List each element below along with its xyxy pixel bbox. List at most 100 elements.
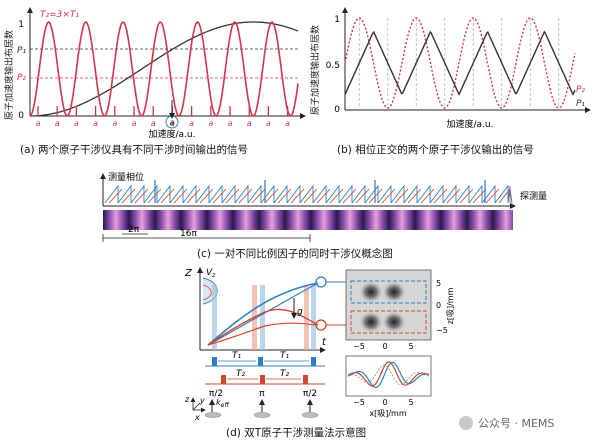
panel-d-endpoint-blue	[315, 276, 327, 288]
panel-d-timing-blue-pulse-3	[311, 357, 316, 366]
panel-d-img-ylabel: z[吸]/mm	[446, 287, 455, 324]
panel-d-pulse-column-5	[311, 285, 316, 350]
panel-a-ylabel: 原子加速度输出布居数	[3, 30, 15, 120]
panel-d-trajectory-blue-lower	[207, 282, 319, 346]
panel-c-long-period-markers	[154, 180, 486, 203]
panel-a-xlabel: 加速度/a.u.	[149, 128, 196, 140]
panel-d-profile-plot	[345, 355, 432, 397]
panel-d-pulse-column-1	[212, 285, 217, 350]
panel-d-img-ytick-5: 5	[436, 279, 441, 288]
panel-d-cloud-1	[359, 281, 383, 303]
panel-d-trajectory-red-upper	[207, 308, 319, 346]
panel-c-sawtooth-blue	[104, 184, 511, 204]
panel-c-16pi-label: 16π	[180, 229, 197, 239]
panel-d-profile-xlabel: x[吸]/mm	[369, 409, 406, 418]
panel-d-t2-label-1: T₂	[236, 369, 245, 379]
panel-a-tick-label: a	[74, 119, 79, 128]
panel-b-p1-label: P₁	[576, 99, 585, 109]
panel-d-t-label: t	[322, 337, 327, 348]
panel-d-trajectory-red-lower	[207, 322, 319, 346]
panel-d-profile-xtick-m5: −5	[353, 398, 365, 407]
panel-d-t1-label-2: T₁	[280, 351, 289, 361]
panel-d-vz-label: Vz	[206, 268, 216, 279]
panel-b-p2-label: P₂	[576, 85, 585, 95]
panel-d-img-xtick-5: 5	[408, 342, 413, 351]
caption-b: (b) 相位正交的两个原子干涉仪输出的信号	[337, 143, 534, 156]
panel-c-phase-label: 测量相位	[108, 171, 144, 183]
panel-d-z-label: Z	[184, 268, 193, 279]
panel-d-cloud-4	[382, 311, 406, 333]
panel-a-tick-label: a	[36, 119, 41, 128]
panel-a-tick-label: a	[93, 119, 98, 128]
panel-a-tick-0: 0	[18, 111, 24, 121]
panel-d-timing-blue-pulse-1	[212, 357, 217, 366]
panel-d-velocity-distribution-red	[202, 284, 212, 301]
panel-d-pulse-label-3: π/2	[303, 389, 317, 399]
panel-d-t2-label-2: T₂	[280, 369, 289, 379]
panel-d-profile-blue	[347, 361, 430, 388]
panel-b-tick-0: 0	[334, 105, 340, 115]
panel-a-tick-label: a	[228, 119, 233, 128]
panel-d-img-ytick-m5: −5	[436, 326, 448, 335]
panel-a-tick-label: a	[151, 119, 156, 128]
panel-b-p2-curve	[344, 17, 576, 109]
panel-d-roi-blue	[350, 280, 427, 304]
panel-d-profile-gray	[348, 364, 430, 386]
panel-a-p1-curve	[30, 21, 299, 117]
panel-a-p2-curve	[29, 20, 299, 118]
panel-d-profile-red	[347, 361, 430, 387]
panel-c: 测量相位 探测量 2π 16π	[100, 171, 547, 242]
panel-d-pulse-label-2: π	[259, 389, 265, 399]
panel-d-g-label: g	[297, 307, 303, 317]
panel-d-mirror-2	[253, 412, 271, 418]
panel-d-profile-xtick-0: 0	[382, 398, 387, 407]
panel-b: 原子加速度输出布居数 1 0.5 0 P₂ P₁ 加速度/a.u.	[309, 7, 591, 130]
panel-d-timing-red-pulse-3	[303, 375, 308, 384]
panel-d-timing-red-pulse-2	[260, 375, 265, 384]
panel-a-tick-1: 1	[18, 20, 24, 30]
panel-d-img-xtick-0: 0	[382, 342, 387, 351]
panel-b-tick-05: 0.5	[326, 61, 340, 71]
panel-d-timing-red-pulse-1	[221, 375, 226, 384]
panel-a: 原子加速度输出布居数 1 0 P₁ P₂ T₂=3×T₁ a a a a a a a a a a a…	[3, 7, 306, 140]
panel-d-frame-y-label: y	[199, 396, 205, 405]
panel-d-img-xtick-m5: −5	[353, 342, 365, 351]
panel-d-pulse-column-3	[260, 285, 265, 350]
panel-d-roi-red	[350, 310, 427, 334]
panel-a-marker-label: a	[170, 118, 175, 127]
panel-a-tick-label: a	[170, 119, 175, 128]
panel-b-tick-1: 1	[334, 15, 340, 25]
caption-c: (c) 一对不同比例因子的同时干涉仪概念图	[197, 247, 393, 260]
panel-a-tick-label: a	[266, 119, 271, 128]
panel-d-timing-blue-pulse-2	[258, 357, 263, 366]
panel-d-frame-z-label: z	[184, 395, 190, 404]
panel-a-tick-label: a	[285, 119, 290, 128]
panel-d-frame-x-label: x	[194, 413, 200, 422]
panel-d-pulse-label-1: π/2	[209, 389, 223, 399]
panel-c-2pi-label: 2π	[128, 225, 140, 235]
panel-a-tick-label: a	[132, 119, 137, 128]
panel-a-p1-label: P₁	[17, 46, 26, 56]
caption-d: (d) 双T原子干涉测量法示意图	[226, 426, 366, 439]
panel-d-profile-xtick-5: 5	[408, 398, 413, 407]
panel-d-img-ytick-0: 0	[436, 301, 441, 310]
panel-b-ylabel: 原子加速度输出布居数	[309, 25, 321, 115]
watermark-icon	[459, 416, 473, 430]
panel-d: Z t Vz g T₁ T₁	[184, 267, 455, 422]
caption-a: (a) 两个原子干涉仪具有不同干涉时间输出的信号	[20, 143, 248, 156]
panel-d-t1-label-1: T₁	[232, 351, 241, 361]
panel-c-fringe-strip	[103, 210, 513, 230]
panel-d-cloud-3	[359, 311, 383, 333]
panel-c-quantity-label: 探测量	[520, 190, 547, 202]
panel-a-p2-label: P₂	[17, 73, 26, 83]
panel-d-mirror-1	[204, 412, 222, 418]
panel-a-ratio-annotation: T₂=3×T₁	[40, 10, 79, 20]
panel-a-tick-label: a	[208, 119, 213, 128]
panel-a-tick-label: a	[247, 119, 252, 128]
panel-b-xlabel: 加速度/a.u.	[447, 118, 494, 130]
panel-d-keff-label: keff	[216, 398, 229, 409]
panel-d-pulse-column-4	[304, 285, 309, 350]
panel-b-p1-curve	[344, 30, 576, 97]
panel-a-tick-label: a	[55, 119, 60, 128]
